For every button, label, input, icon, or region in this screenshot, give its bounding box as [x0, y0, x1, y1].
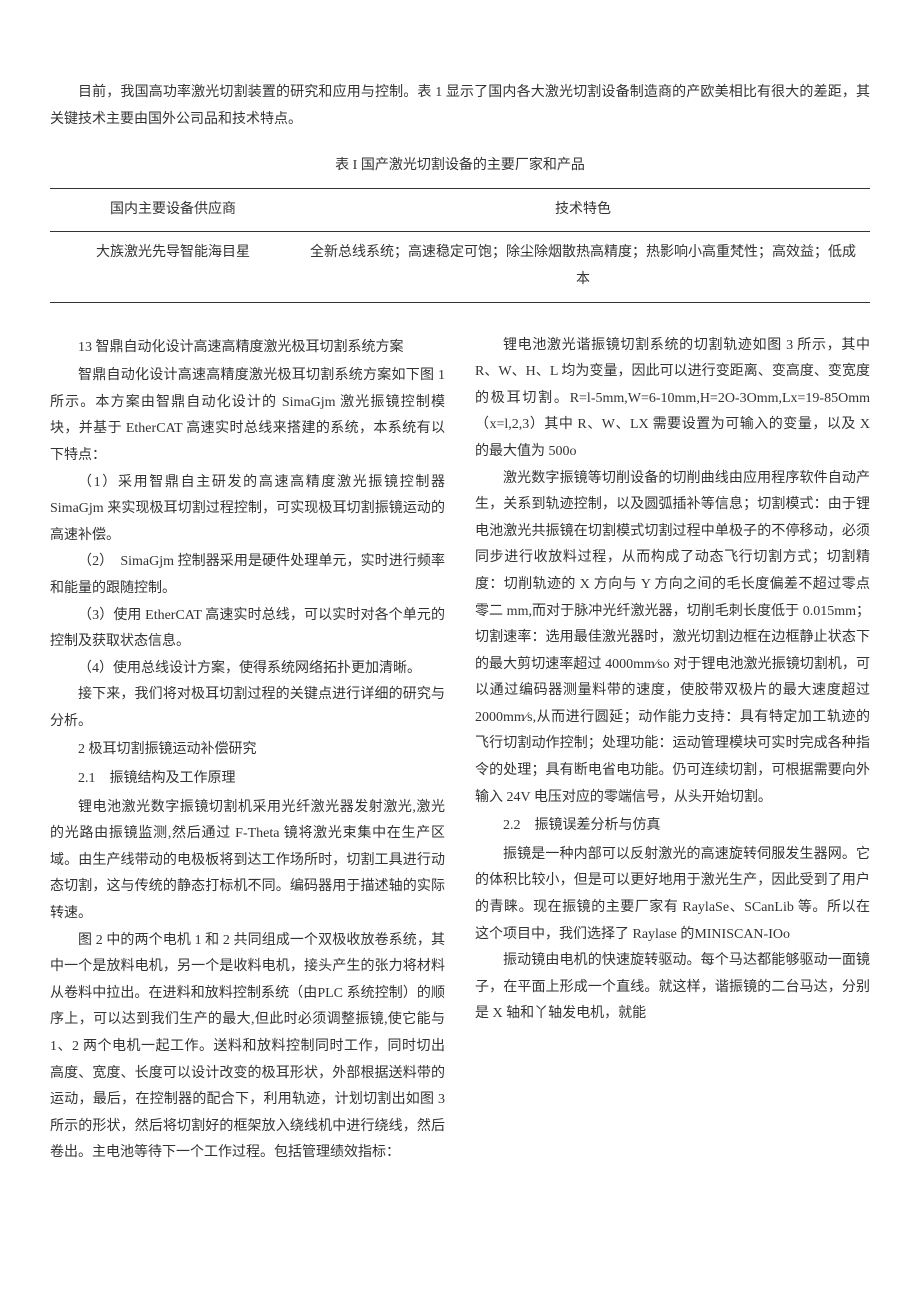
- body-columns: 13 智鼎自动化设计高速高精度激光极耳切割系统方案 智鼎自动化设计高速高精度激光…: [50, 333, 870, 1167]
- intro-paragraph: 目前，我国高功率激光切割装置的研究和应用与控制。表 1 显示了国内各大激光切割设…: [50, 80, 870, 133]
- body-paragraph: （4）使用总线设计方案，使得系统网络拓扑更加清晰。: [50, 656, 445, 683]
- body-paragraph: 锂电池激光谐振镜切割系统的切割轨迹如图 3 所示，其中 R、W、H、L 均为变量…: [475, 333, 870, 466]
- body-paragraph: 锂电池激光数字振镜切割机采用光纤激光器发射激光,激光的光路由振镜监测,然后通过 …: [50, 795, 445, 928]
- table-caption: 表 I 国产激光切割设备的主要厂家和产品: [50, 153, 870, 180]
- table-header-supplier: 国内主要设备供应商: [50, 188, 296, 232]
- body-paragraph: 振镜是一种内部可以反射激光的高速旋转伺服发生器网。它的体积比较小，但是可以更好地…: [475, 842, 870, 948]
- body-paragraph: 激光数字振镜等切削设备的切削曲线由应用程序软件自动产生，关系到轨迹控制，以及圆弧…: [475, 466, 870, 812]
- body-paragraph: （1）采用智鼎自主研发的高速高精度激光振镜控制器 SimaGjm 来实现极耳切割…: [50, 470, 445, 550]
- section-2-title: 2 极耳切割振镜运动补偿研究: [50, 737, 445, 764]
- body-paragraph: 接下来，我们将对极耳切割过程的关键点进行详细的研究与分析。: [50, 682, 445, 735]
- body-paragraph: 智鼎自动化设计高速高精度激光极耳切割系统方案如下图 1 所示。本方案由智鼎自动化…: [50, 363, 445, 469]
- body-paragraph: 振动镜由电机的快速旋转驱动。每个马达都能够驱动一面镜子，在平面上形成一个直线。就…: [475, 948, 870, 1028]
- supplier-table: 国内主要设备供应商 技术特色 大族激光先导智能海目星 全新总线系统；高速稳定可饱…: [50, 188, 870, 303]
- table-cell-supplier: 大族激光先导智能海目星: [50, 232, 296, 302]
- body-paragraph: 图 2 中的两个电机 1 和 2 共同组成一个双极收放卷系统，其中一个是放料电机…: [50, 928, 445, 1167]
- table-cell-feature: 全新总线系统；高速稳定可饱；除尘除烟散热高精度；热影响小高重梵性；高效益；低成本: [296, 232, 870, 302]
- section-2-1-title: 2.1 振镜结构及工作原理: [50, 766, 445, 793]
- table-header-feature: 技术特色: [296, 188, 870, 232]
- section-1-3-title: 13 智鼎自动化设计高速高精度激光极耳切割系统方案: [50, 335, 445, 362]
- body-paragraph: （3）使用 EtherCAT 高速实时总线，可以实时对各个单元的控制及获取状态信…: [50, 603, 445, 656]
- section-2-2-title: 2.2 振镜误差分析与仿真: [475, 813, 870, 840]
- body-paragraph: （2） SimaGjm 控制器采用是硬件处理单元，实时进行频率和能量的跟随控制。: [50, 549, 445, 602]
